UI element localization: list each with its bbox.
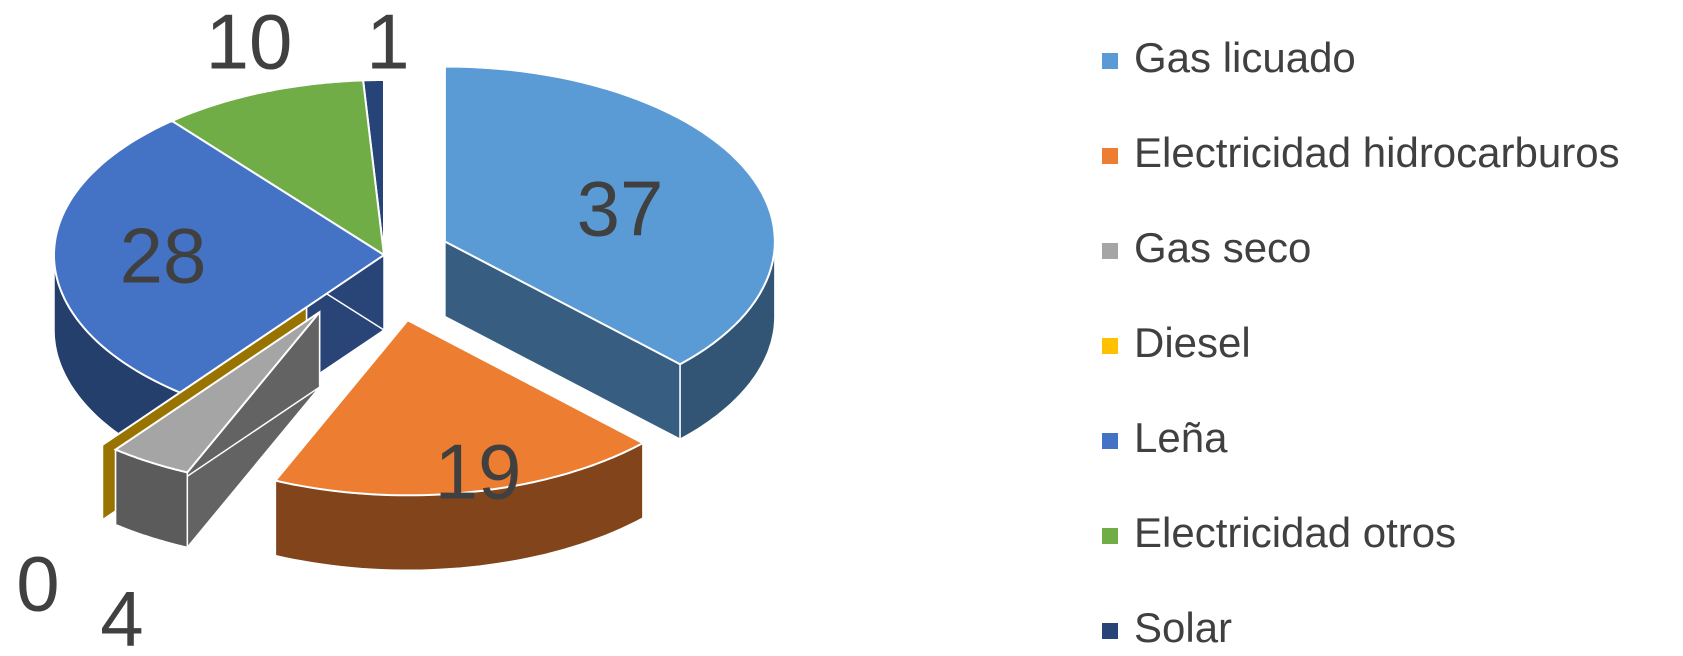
- legend-label: Solar: [1134, 604, 1232, 651]
- slice-top: [53, 119, 386, 394]
- legend-label: Leña: [1134, 414, 1228, 461]
- slice-top: [443, 65, 776, 366]
- legend-swatch: [1102, 53, 1118, 69]
- slice: [113, 310, 321, 550]
- data-label: 0: [16, 540, 59, 628]
- legend-label: Gas seco: [1134, 224, 1311, 271]
- legend-swatch: [1102, 623, 1118, 639]
- data-label: 1: [366, 0, 409, 86]
- slice-top: [101, 306, 308, 446]
- slice: [443, 65, 776, 441]
- data-label: 28: [120, 212, 207, 300]
- slice-top: [169, 79, 386, 257]
- legend-swatch: [1102, 528, 1118, 544]
- slice-top: [273, 319, 646, 497]
- legend-label: Diesel: [1134, 319, 1251, 366]
- slice: [273, 318, 646, 572]
- legend-swatch: [1102, 433, 1118, 449]
- data-label: 19: [435, 428, 522, 516]
- legend-label: Electricidad otros: [1134, 509, 1456, 556]
- slice-top: [113, 311, 321, 474]
- data-label: 10: [206, 0, 293, 86]
- legend-swatch: [1102, 148, 1118, 164]
- legend-label: Electricidad hidrocarburos: [1134, 129, 1620, 176]
- data-label: 4: [100, 575, 143, 656]
- data-label: 37: [577, 165, 664, 253]
- legend-swatch: [1102, 243, 1118, 259]
- legend-label: Gas licuado: [1134, 34, 1356, 81]
- legend-swatch: [1102, 338, 1118, 354]
